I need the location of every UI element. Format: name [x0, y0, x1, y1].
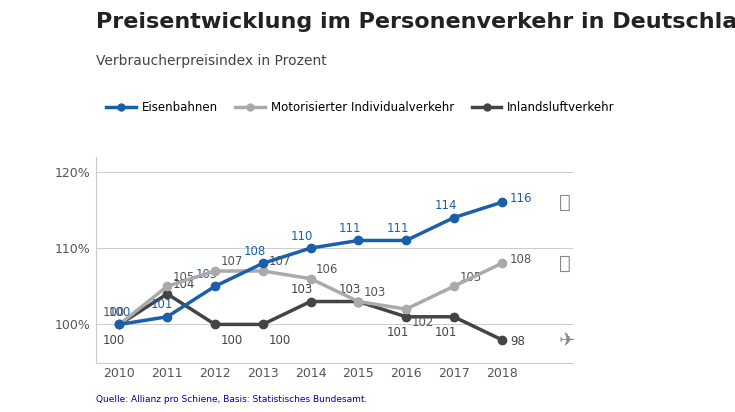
Text: 100: 100: [108, 306, 131, 319]
Legend: Eisenbahnen, Motorisierter Individualverkehr, Inlandsluftverkehr: Eisenbahnen, Motorisierter Individualver…: [101, 96, 620, 119]
Text: 105: 105: [173, 271, 195, 284]
Text: 111: 111: [339, 222, 362, 235]
Text: 108: 108: [243, 245, 265, 258]
Text: 102: 102: [412, 316, 434, 329]
Text: 100: 100: [220, 334, 243, 347]
Text: ✈: ✈: [559, 330, 576, 349]
Text: 105: 105: [459, 271, 481, 284]
Text: Preisentwicklung im Personenverkehr in Deutschland: Preisentwicklung im Personenverkehr in D…: [96, 12, 735, 33]
Text: 105: 105: [196, 268, 218, 281]
Text: 98: 98: [510, 335, 525, 348]
Text: 114: 114: [434, 199, 457, 212]
Text: 116: 116: [510, 192, 532, 205]
Text: 103: 103: [364, 286, 386, 299]
Text: Quelle: Allianz pro Schiene, Basis: Statistisches Bundesamt.: Quelle: Allianz pro Schiene, Basis: Stat…: [96, 395, 367, 404]
Text: 107: 107: [268, 255, 291, 269]
Text: 103: 103: [291, 283, 313, 296]
Text: 🚗: 🚗: [559, 254, 570, 273]
Text: 100: 100: [103, 306, 125, 319]
Text: 101: 101: [387, 326, 409, 339]
Text: 104: 104: [173, 279, 196, 291]
Text: 110: 110: [291, 230, 313, 243]
Text: 108: 108: [510, 253, 532, 267]
Text: Verbraucherpreisindex in Prozent: Verbraucherpreisindex in Prozent: [96, 54, 326, 68]
Text: 107: 107: [220, 255, 243, 269]
Text: 101: 101: [434, 326, 456, 339]
Text: 101: 101: [151, 298, 173, 311]
Text: 100: 100: [103, 334, 125, 347]
Text: 111: 111: [387, 222, 409, 235]
Text: 🚆: 🚆: [559, 193, 570, 212]
Text: 103: 103: [339, 283, 361, 296]
Text: 106: 106: [316, 263, 339, 276]
Text: 100: 100: [268, 334, 290, 347]
